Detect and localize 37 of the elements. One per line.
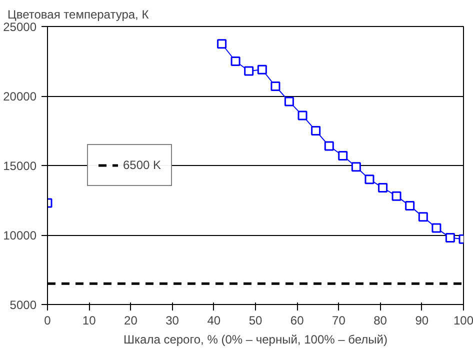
point <box>392 191 402 201</box>
point <box>432 223 442 233</box>
y-tick-label: 20000 <box>3 90 37 104</box>
x-tick-label: 20 <box>124 314 138 328</box>
x-axis-title: Шкала серого, % (0% – черный, 100% – белый) <box>124 332 388 346</box>
point <box>418 212 428 222</box>
x-tick-label: 50 <box>248 314 262 328</box>
point <box>445 233 455 243</box>
point <box>311 126 321 136</box>
point <box>217 39 227 49</box>
point <box>351 162 361 172</box>
x-tick-label: 10 <box>82 314 96 328</box>
x-tick-label: 30 <box>166 314 180 328</box>
x-tick-label: 60 <box>290 314 304 328</box>
y-tick-label: 10000 <box>3 228 37 242</box>
x-tick-label: 0 <box>44 314 52 328</box>
point <box>338 151 348 161</box>
point <box>257 64 267 74</box>
point <box>324 141 334 151</box>
y-tick-label: 25000 <box>3 20 37 34</box>
x-tick-label: 40 <box>207 314 221 328</box>
point <box>405 201 415 211</box>
point <box>230 56 240 66</box>
point <box>364 174 374 184</box>
point <box>270 82 280 92</box>
point <box>284 96 294 106</box>
x-tick-label: 100 <box>453 314 473 328</box>
x-tick-label: 70 <box>332 314 346 328</box>
y-axis-title: Цветовая температура, К <box>8 8 149 22</box>
y-tick-label: 5000 <box>10 298 37 312</box>
point <box>244 66 254 76</box>
point <box>298 110 308 120</box>
legend-label: 6500 K <box>123 158 162 172</box>
x-tick-label: 80 <box>374 314 388 328</box>
x-tick-label: 90 <box>415 314 429 328</box>
y-tick-label: 15000 <box>3 159 37 173</box>
point <box>378 182 388 192</box>
